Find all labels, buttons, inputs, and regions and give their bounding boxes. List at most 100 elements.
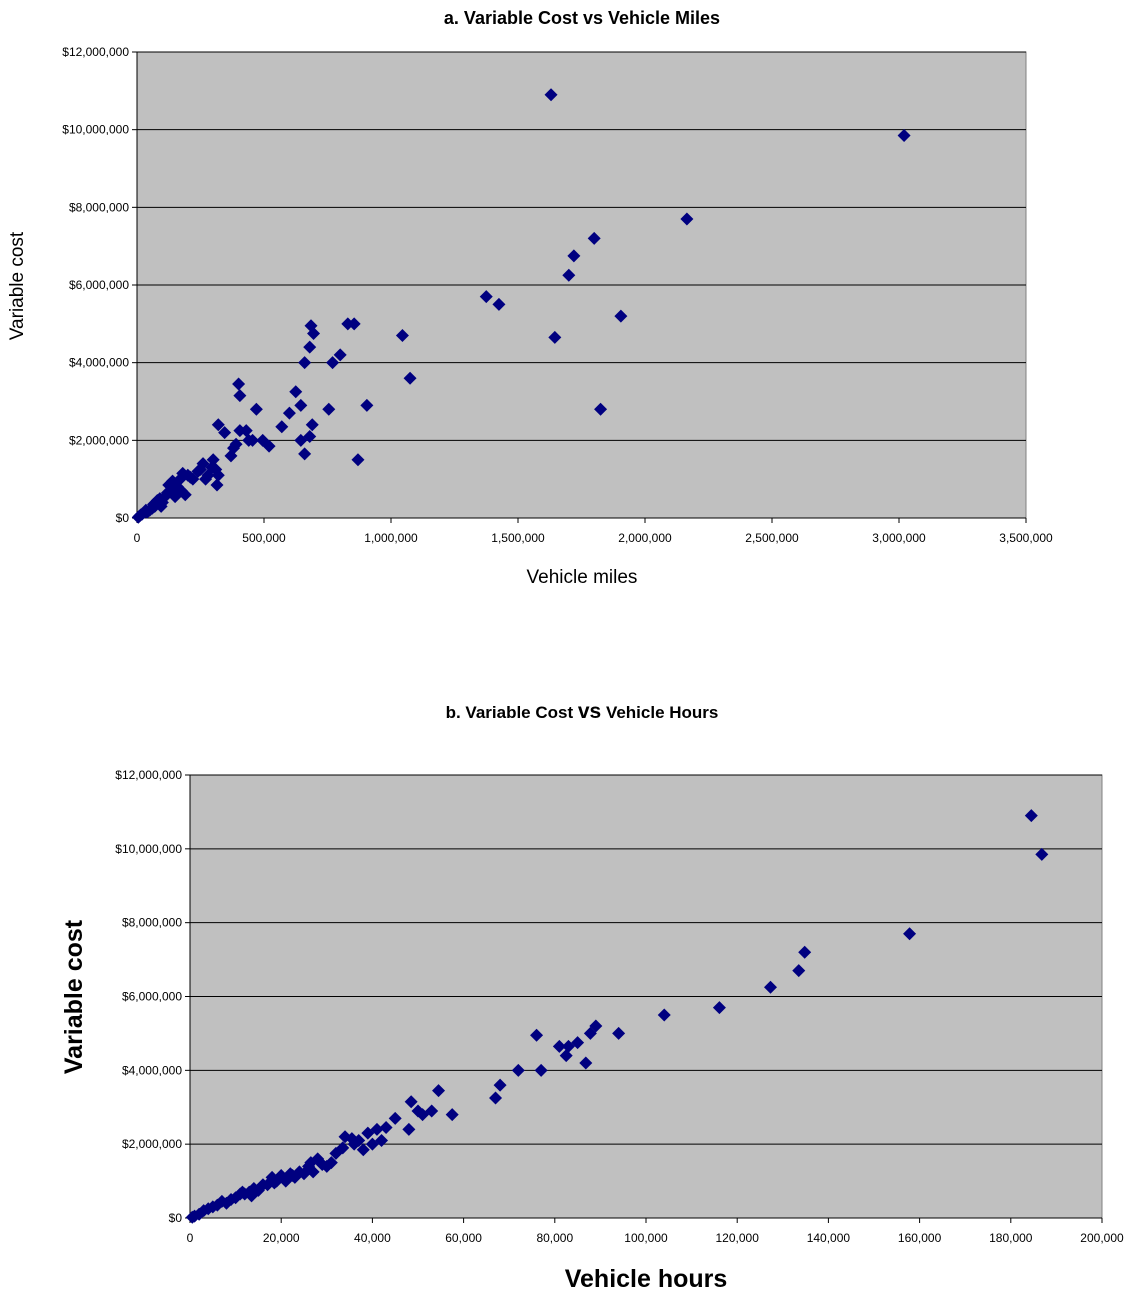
- chart-b-data-point: [315, 1157, 329, 1171]
- chart-a-data-point: [147, 497, 161, 511]
- chart-b-x-tick-label: 120,000: [716, 1231, 760, 1245]
- chart-a-data-point: [562, 268, 576, 282]
- chart-b-points: [185, 809, 1049, 1224]
- chart-a-data-point: [298, 356, 312, 370]
- chart-a-points: [131, 88, 911, 524]
- chart-b-data-point: [445, 1108, 459, 1122]
- chart-a-data-point: [174, 484, 188, 498]
- chart-b-data-point: [1024, 809, 1038, 823]
- chart-a-data-point: [680, 212, 694, 226]
- chart-a-data-point: [191, 464, 205, 478]
- chart-b-data-point: [411, 1104, 425, 1118]
- chart-a-y-tick-labels: $0 $2,000,000 $4,000,000 $6,000,000 $8,000,0…: [62, 45, 129, 525]
- chart-b-data-point: [365, 1137, 379, 1151]
- chart-a-y-tick-label: $10,000,000: [62, 123, 129, 137]
- chart-b-y-tick-label: $12,000,000: [115, 768, 182, 782]
- chart-a-data-point: [218, 426, 232, 440]
- chart-a-x-tick-label: 2,000,000: [618, 531, 672, 545]
- chart-a-data-point: [897, 128, 911, 142]
- chart-a-x-tick-label: 0: [134, 531, 141, 545]
- chart-a-data-point: [227, 441, 241, 455]
- chart-b-y-tick-label: $10,000,000: [115, 842, 182, 856]
- chart-a-data-point: [249, 402, 263, 416]
- chart-a-data-point: [256, 433, 270, 447]
- chart-a-data-point: [199, 472, 213, 486]
- chart-b-data-point: [432, 1084, 446, 1098]
- chart-b-data-point: [356, 1143, 370, 1157]
- chart-b-y-tick-labels: $0 $2,000,000 $4,000,000 $6,000,000 $8,000,0…: [115, 768, 182, 1225]
- chart-b-title-part-3: Vehicle Hours: [601, 703, 718, 722]
- chart-a-data-point: [567, 249, 581, 263]
- chart-a-y-tick-label: $0: [116, 511, 130, 525]
- chart-b-x-tick-label: 180,000: [989, 1231, 1033, 1245]
- chart-b-data-point: [792, 964, 806, 978]
- chart-a-x-tick-label: 3,000,000: [872, 531, 926, 545]
- chart-a-data-point: [360, 398, 374, 412]
- chart-a-x-tick-label: 500,000: [242, 531, 286, 545]
- chart-a-data-point: [246, 433, 260, 447]
- chart-b-title-part-2: vs: [578, 700, 601, 723]
- chart-a-y-axis-title: Variable cost: [7, 231, 28, 340]
- chart-b-data-point: [493, 1078, 507, 1092]
- chart-a-data-point: [403, 371, 417, 385]
- chart-b-y-tick-label: $8,000,000: [122, 916, 182, 930]
- chart-b-data-point: [561, 1039, 575, 1053]
- chart-b-y-tick-label: $2,000,000: [122, 1137, 182, 1151]
- chart-b-data-point: [511, 1063, 525, 1077]
- chart-a-data-point: [205, 461, 219, 475]
- chart-a-data-point: [479, 290, 493, 304]
- chart-a-x-tick-label: 1,500,000: [491, 531, 545, 545]
- chart-a-data-point: [587, 231, 601, 245]
- chart-a-x-tick-label: 3,500,000: [999, 531, 1053, 545]
- chart-b-data-point: [402, 1122, 416, 1136]
- chart-b-x-tick-label: 100,000: [624, 1231, 668, 1245]
- chart-b-data-point: [235, 1185, 249, 1199]
- chart-b-x-tick-label: 160,000: [898, 1231, 942, 1245]
- chart-a-data-point: [395, 328, 409, 342]
- chart-b-title-part-1: b. Variable Cost: [446, 703, 578, 722]
- chart-b-data-point: [379, 1121, 393, 1135]
- chart-a-data-point: [347, 317, 361, 331]
- chart-a-data-point: [211, 468, 225, 482]
- chart-b-data-point: [1035, 847, 1049, 861]
- chart-b-data-point: [404, 1095, 418, 1109]
- chart-b-data-point: [267, 1176, 281, 1190]
- chart-a-y-tick-label: $2,000,000: [69, 433, 129, 447]
- chart-a-data-point: [492, 297, 506, 311]
- chart-b-x-tick-label: 60,000: [445, 1231, 482, 1245]
- chart-b-x-tick-label: 200,000: [1080, 1231, 1124, 1245]
- chart-b-x-tick-label: 140,000: [807, 1231, 851, 1245]
- chart-a-data-point: [282, 406, 296, 420]
- chart-a-gridlines: [137, 51, 1026, 441]
- chart-a-x-tick-labels: 0 500,000 1,000,000 1,500,000 2,000,000 2,500…: [134, 531, 1053, 545]
- chart-a-data-point: [351, 453, 365, 467]
- chart-a-title: a. Variable Cost vs Vehicle Miles: [444, 8, 720, 28]
- chart-b-x-tick-label: 0: [187, 1231, 194, 1245]
- chart-b-y-tick-label: $4,000,000: [122, 1063, 182, 1077]
- chart-b-data-point: [185, 1210, 199, 1224]
- chart-b-x-tick-label: 80,000: [536, 1231, 573, 1245]
- chart-a-data-point: [239, 424, 253, 438]
- chart-b-data-point: [361, 1126, 375, 1140]
- chart-a-data-point: [298, 447, 312, 461]
- chart-a-data-point: [134, 508, 148, 522]
- chart-a-y-tick-label: $6,000,000: [69, 278, 129, 292]
- chart-b-data-point: [579, 1056, 593, 1070]
- chart-a-data-point: [294, 398, 308, 412]
- chart-a-y-tick-label: $8,000,000: [69, 200, 129, 214]
- chart-b-data-point: [712, 1001, 726, 1015]
- chart-b-data-point: [763, 980, 777, 994]
- chart-b-y-axis-title: Variable cost: [60, 919, 88, 1074]
- chart-b-data-point: [559, 1049, 573, 1063]
- chart-a-data-point: [211, 418, 225, 432]
- chart-b-data-point: [657, 1008, 671, 1022]
- chart-b-data-point: [798, 945, 812, 959]
- chart-a-data-point: [233, 389, 247, 403]
- chart-a-y-tick-label: $4,000,000: [69, 356, 129, 370]
- chart-a-data-point: [275, 420, 289, 434]
- chart-a-data-point: [289, 385, 303, 399]
- chart-a-x-tick-label: 2,500,000: [745, 531, 799, 545]
- chart-b-x-tick-labels: 0 20,000 40,000 60,000 80,000 100,000 120,000 1…: [187, 1231, 1124, 1245]
- chart-a-data-point: [594, 402, 608, 416]
